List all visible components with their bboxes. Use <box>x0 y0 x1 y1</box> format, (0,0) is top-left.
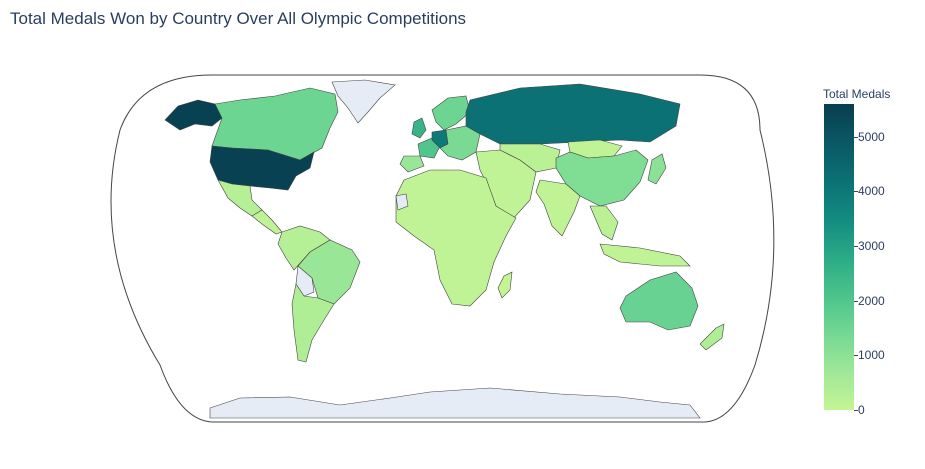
region-bolivia[interactable] <box>295 265 315 297</box>
colorbar-tick-label: 3000 <box>858 239 885 254</box>
region-india[interactable] <box>535 179 581 237</box>
colorbar-tick-mark <box>854 410 858 411</box>
colorbar-tick-mark <box>854 136 858 138</box>
region-indonesia[interactable] <box>599 243 691 267</box>
region-argentina[interactable] <box>291 283 335 363</box>
colorbar-tick-mark <box>854 355 858 357</box>
region-france[interactable] <box>417 137 441 159</box>
colorbar <box>824 104 854 410</box>
region-antarctica[interactable] <box>209 387 701 419</box>
region-central-asia[interactable] <box>499 143 561 173</box>
region-southeast-asia[interactable] <box>589 205 619 241</box>
region-scandinavia[interactable] <box>431 95 471 131</box>
region-africa[interactable] <box>395 169 517 307</box>
colorbar-tick-mark <box>854 300 858 302</box>
region-iberia[interactable] <box>399 155 425 173</box>
region-uk[interactable] <box>411 117 427 139</box>
region-western-sahara[interactable] <box>395 193 409 211</box>
region-japan[interactable] <box>647 153 667 185</box>
region-new-zealand[interactable] <box>699 323 725 351</box>
colorbar-tick-mark <box>854 246 858 248</box>
colorbar-tick-label: 5000 <box>858 129 885 144</box>
colorbar-tick-mark <box>854 191 858 193</box>
colorbar-tick-label: 1000 <box>858 348 885 363</box>
colorbar-title: Total Medals <box>823 87 891 101</box>
colorbar-tick-label: 4000 <box>858 184 885 199</box>
region-australia[interactable] <box>619 271 699 331</box>
region-russia[interactable] <box>465 83 681 145</box>
region-madagascar[interactable] <box>497 271 513 299</box>
region-greenland[interactable] <box>331 79 396 124</box>
colorbar-tick-label: 0 <box>858 403 865 417</box>
chart-title: Total Medals Won by Country Over All Oly… <box>10 9 467 28</box>
colorbar-tick-label: 2000 <box>858 293 885 308</box>
